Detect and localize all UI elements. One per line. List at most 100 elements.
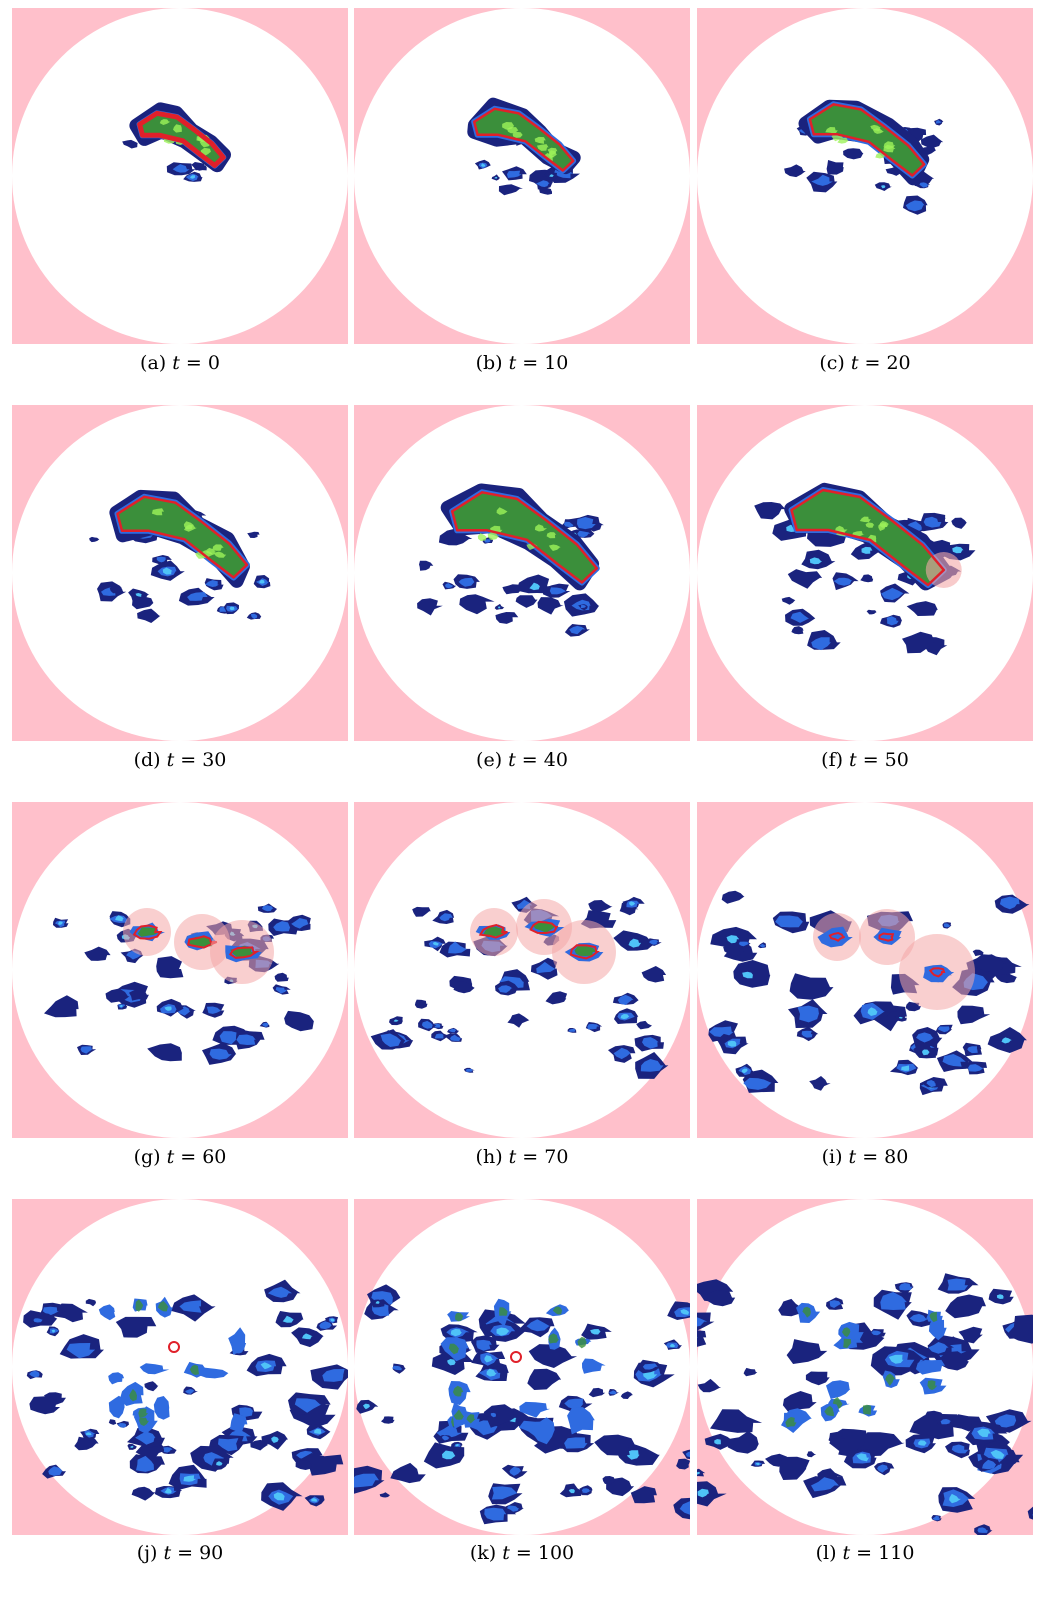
- time-value: 10: [544, 352, 569, 374]
- cluster-contour: [529, 920, 559, 935]
- cloud-field: [122, 102, 231, 182]
- cloud-patch: [156, 956, 184, 979]
- cloud-patch: [577, 529, 591, 538]
- cloud-patch: [419, 560, 434, 571]
- cloud-patch: [130, 1445, 134, 1448]
- panel-label: (a): [140, 352, 167, 374]
- panel-caption: (h) t = 70: [354, 1146, 690, 1168]
- cloud-patch: [29, 1396, 61, 1415]
- cloud-patch: [676, 1458, 690, 1470]
- cloud-patch: [640, 1059, 664, 1072]
- cloud-field: [44, 903, 314, 1065]
- cloud-patch: [714, 1439, 721, 1445]
- cloud-patch: [958, 1326, 983, 1344]
- cloud-patch: [484, 539, 491, 543]
- cloud-patch: [442, 1435, 450, 1441]
- cloud-patch: [483, 1404, 518, 1428]
- cloud-patch: [786, 1339, 828, 1364]
- cloud-patch: [322, 1369, 345, 1382]
- cloud-core: [548, 1333, 560, 1344]
- cloud-patch: [275, 987, 288, 994]
- cloud-patch: [371, 1291, 393, 1307]
- cloud-patch: [726, 935, 740, 944]
- cloud-patch: [453, 981, 475, 994]
- cloud-patch: [809, 1076, 831, 1091]
- cloud-patch: [580, 605, 587, 609]
- cloud-patch: [156, 556, 166, 563]
- cloud-core: [824, 1405, 834, 1417]
- cloud-patch: [915, 1359, 946, 1375]
- cloud-patch: [448, 941, 468, 954]
- cloud-patch: [455, 1444, 459, 1447]
- cloud-patch: [496, 1327, 510, 1336]
- cloud-peak: [173, 124, 182, 133]
- cloud-patch: [48, 1466, 63, 1476]
- cloud-core: [785, 1417, 797, 1428]
- cloud-patch: [727, 1040, 737, 1047]
- cloud-patch: [568, 1028, 576, 1032]
- cloud-patch: [135, 593, 143, 597]
- cloud-core: [135, 1299, 144, 1312]
- cloud-patch: [491, 1486, 518, 1500]
- cluster-contour: [928, 967, 946, 978]
- cloud-patch: [163, 1447, 173, 1453]
- cloud-patch: [271, 1436, 279, 1443]
- cloud-patch: [867, 1007, 878, 1016]
- cloud-patch: [380, 1033, 402, 1047]
- cloud-field: [370, 896, 669, 1079]
- cloud-peak: [212, 544, 224, 551]
- cloud-peak: [546, 532, 557, 539]
- cloud-patch: [86, 1432, 92, 1436]
- snapshot-image: [354, 1199, 690, 1535]
- cloud-patch: [282, 1315, 294, 1323]
- cloud-patch: [519, 1401, 550, 1418]
- cloud-patch: [230, 1413, 248, 1436]
- cloud-patch: [1027, 1506, 1033, 1520]
- time-equation: t = 60: [166, 1146, 227, 1168]
- cloud-patch: [949, 1493, 961, 1504]
- cloud-patch: [809, 557, 823, 565]
- cloud-patch: [697, 1471, 701, 1475]
- panel-label: (d): [133, 749, 161, 771]
- cloud-field: [417, 483, 604, 637]
- cloud-patch: [450, 1328, 462, 1337]
- cloud-patch: [393, 1019, 399, 1022]
- cloud-patch: [448, 1028, 457, 1033]
- cloud-patch: [436, 1425, 463, 1438]
- cloud-patch: [577, 517, 596, 530]
- cloud-patch: [902, 631, 935, 654]
- cloud-patch: [685, 1451, 690, 1458]
- cloud-patch: [968, 1064, 984, 1072]
- cloud-patch: [697, 1330, 707, 1347]
- cloud-patch: [354, 1473, 379, 1488]
- cloud-patch: [697, 1378, 722, 1393]
- panel-label: (b): [475, 352, 503, 374]
- domain-disk: [12, 8, 348, 344]
- cloud-core: [577, 1336, 587, 1349]
- panel-caption: (g) t = 60: [12, 1146, 348, 1168]
- cloud-patch: [994, 1414, 1017, 1428]
- cloud-patch: [861, 546, 873, 554]
- cloud-field: [697, 1273, 1033, 1535]
- cloud-peak: [883, 144, 896, 153]
- cloud-peak: [151, 508, 164, 516]
- cluster-contour: [478, 923, 508, 939]
- cloud-patch: [414, 999, 428, 1009]
- cloud-patch: [975, 954, 1007, 972]
- cluster-contour: [116, 495, 249, 579]
- cloud-patch: [442, 1450, 456, 1460]
- time-value: 40: [543, 749, 568, 771]
- cloud-patch: [509, 1466, 522, 1476]
- cloud-patch: [529, 582, 540, 591]
- cloud-patch: [434, 1033, 444, 1039]
- cloud-patch: [218, 1438, 239, 1452]
- panel-label: (h): [475, 1146, 503, 1168]
- cloud-patch: [928, 1342, 949, 1354]
- cluster-contour: [808, 103, 926, 177]
- cloud-patch: [916, 1032, 934, 1043]
- cloud-patch: [267, 1286, 292, 1298]
- time-equation: t = 100: [502, 1542, 575, 1564]
- cloud-patch: [300, 1453, 344, 1476]
- cloud-peak: [213, 551, 227, 558]
- cloud-patch: [531, 1417, 555, 1445]
